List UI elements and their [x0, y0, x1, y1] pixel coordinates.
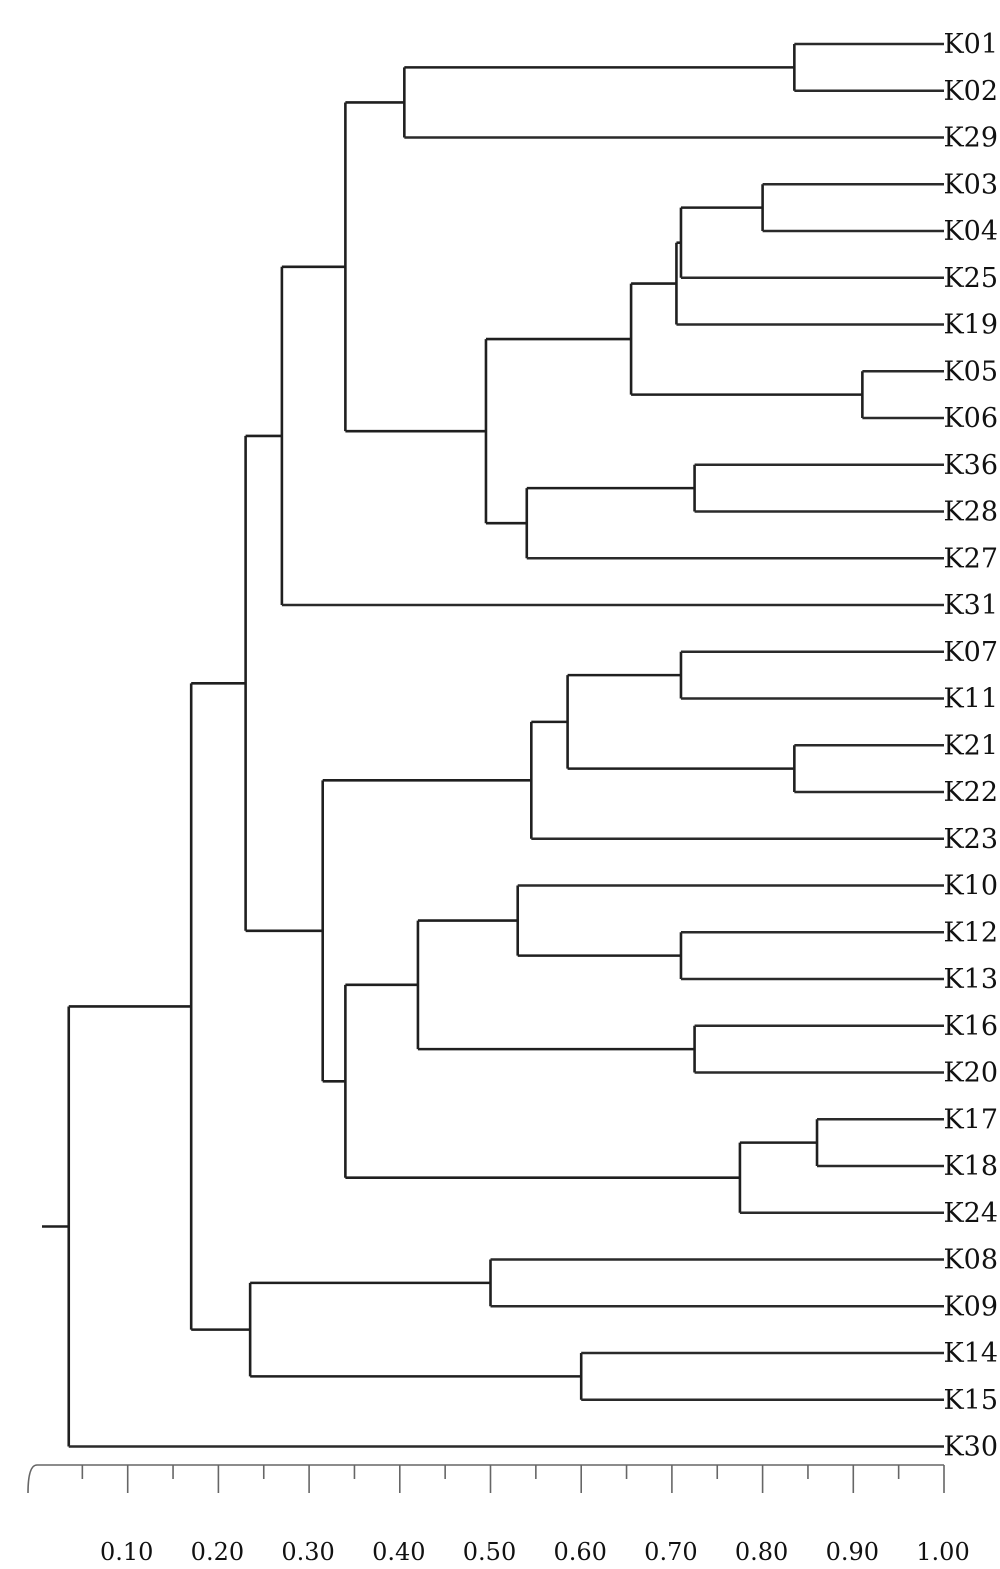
leaf-label-k13: K13 [943, 964, 998, 995]
leaf-label-k01: K01 [943, 29, 998, 60]
leaf-label-k15: K15 [943, 1385, 998, 1416]
leaf-label-k09: K09 [943, 1291, 998, 1322]
leaf-label-k21: K21 [943, 730, 998, 761]
leaf-label-k16: K16 [943, 1011, 998, 1042]
x-axis: 0.10 0.20 0.30 0.40 0.50 0.60 0.70 0.80 0.90 1.00 [27, 1464, 970, 1566]
x-tick-label-0-30: 0.30 [281, 1538, 334, 1566]
leaf-label-k28: K28 [943, 497, 998, 528]
leaf-label-k17: K17 [943, 1104, 998, 1135]
leaf-label-k31: K31 [943, 590, 998, 621]
x-tick-label-1-00: 1.00 [916, 1538, 969, 1566]
leaf-label-k04: K04 [943, 216, 998, 247]
leaf-label-k22: K22 [943, 777, 998, 808]
leaf-label-k10: K10 [943, 871, 998, 902]
leaf-label-k02: K02 [943, 76, 998, 107]
leaf-label-k03: K03 [943, 169, 998, 200]
leaf-label-k14: K14 [943, 1338, 998, 1369]
leaf-label-k12: K12 [943, 917, 998, 948]
leaf-labels: K01 K02 K29 K03 K04 K25 K19 K05 K06 K36 K28 K27 K31 K… [943, 29, 998, 1463]
leaf-label-k05: K05 [943, 356, 998, 387]
leaf-label-k36: K36 [943, 450, 998, 481]
leaf-label-k11: K11 [943, 684, 998, 715]
x-tick-label-0-80: 0.80 [735, 1538, 788, 1566]
leaf-label-k07: K07 [943, 637, 998, 668]
x-tick-label-0-50: 0.50 [463, 1538, 516, 1566]
leaf-label-k29: K29 [943, 123, 998, 154]
leaf-label-k30: K30 [943, 1432, 998, 1463]
leaf-label-k19: K19 [943, 310, 998, 341]
x-tick-label-0-60: 0.60 [553, 1538, 606, 1566]
leaf-label-k24: K24 [943, 1198, 998, 1229]
x-tick-label-0-10: 0.10 [100, 1538, 153, 1566]
leaf-label-k27: K27 [943, 543, 998, 574]
x-tick-label-0-20: 0.20 [191, 1538, 244, 1566]
leaf-label-k06: K06 [943, 403, 998, 434]
leaf-label-k20: K20 [943, 1058, 998, 1089]
x-tick-label-0-40: 0.40 [372, 1538, 425, 1566]
x-tick-label-0-70: 0.70 [644, 1538, 697, 1566]
leaf-label-k23: K23 [943, 824, 998, 855]
leaf-label-k08: K08 [943, 1245, 998, 1276]
leaf-branches [68, 42, 944, 1448]
x-axis-line [27, 1464, 944, 1494]
leaf-label-k18: K18 [943, 1151, 998, 1182]
dendrogram-branches [42, 44, 864, 1447]
leaf-label-k25: K25 [943, 263, 998, 294]
x-tick-label-0-90: 0.90 [826, 1538, 879, 1566]
